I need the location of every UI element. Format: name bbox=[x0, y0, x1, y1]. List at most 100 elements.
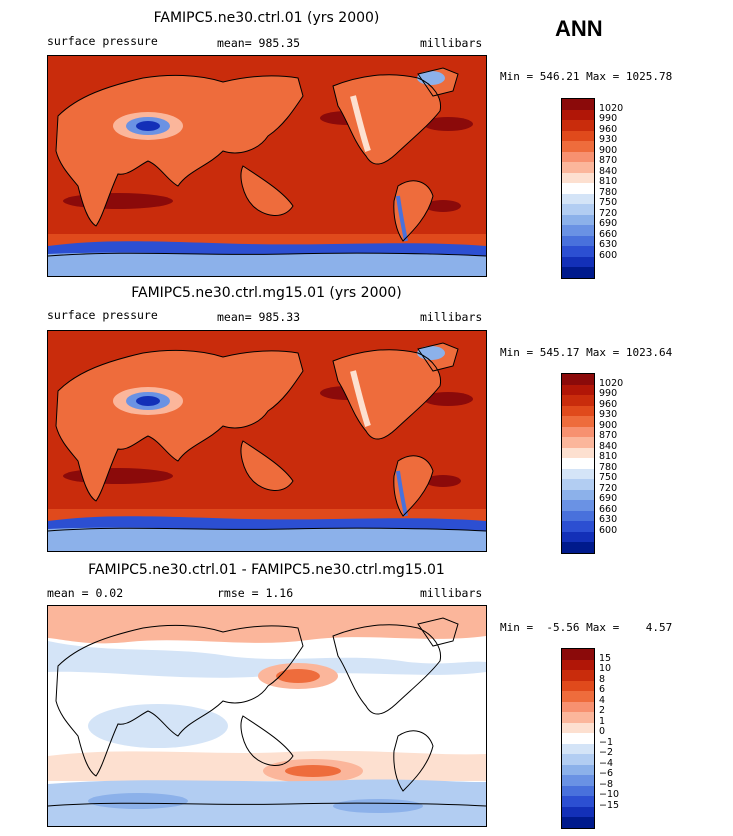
coastline bbox=[240, 165, 294, 216]
colorbar-swatch bbox=[562, 479, 594, 490]
colorbar-swatch bbox=[562, 691, 594, 702]
positive-anomaly-band bbox=[48, 750, 486, 781]
high-pressure-cell bbox=[425, 200, 461, 212]
colorbar-tick-label: 990 bbox=[599, 388, 618, 399]
coastline bbox=[55, 624, 304, 777]
colorbar-swatch bbox=[562, 235, 594, 246]
panel-1-title: FAMIPC5.ne30.ctrl.01 (yrs 2000) bbox=[153, 10, 380, 26]
high-pressure-cell bbox=[63, 468, 173, 484]
colorbar-swatch bbox=[562, 775, 594, 786]
colorbar-tick-label: 750 bbox=[599, 472, 618, 483]
tibetan-plateau-core bbox=[136, 121, 160, 131]
negative-anomaly-cell bbox=[88, 793, 188, 809]
colorbar-swatch bbox=[562, 785, 594, 796]
colorbar-swatches bbox=[561, 373, 595, 554]
colorbar-swatches bbox=[561, 648, 595, 829]
colorbar-swatch bbox=[562, 172, 594, 183]
colorbar-tick-label: 4 bbox=[599, 694, 606, 706]
panel-3-title: FAMIPC5.ne30.ctrl.01 - FAMIPC5.ne30.ctrl… bbox=[88, 562, 445, 578]
coastline bbox=[332, 624, 442, 715]
land-field bbox=[333, 349, 441, 440]
panel-3-map bbox=[47, 605, 487, 827]
colorbar-tick-label: 630 bbox=[599, 239, 618, 250]
panel-3-minmax: Min = -5.56 Max = 4.57 bbox=[500, 621, 673, 634]
colorbar-tick-label: 6 bbox=[599, 684, 606, 695]
colorbar-tick-label: 660 bbox=[599, 228, 618, 240]
colorbar-swatch bbox=[562, 743, 594, 754]
panel-2-colorbar: 1020 990 960 930 900 870 840 810 780 750 720 690 660… bbox=[561, 373, 623, 554]
andes-mountains bbox=[396, 195, 408, 242]
colorbar-swatch bbox=[562, 447, 594, 458]
colorbar-tick-label: 870 bbox=[599, 430, 618, 441]
land-field bbox=[333, 74, 441, 165]
colorbar-tick-label: 750 bbox=[599, 197, 618, 208]
colorbar-swatch bbox=[562, 130, 594, 141]
colorbar-tick-label: 0 bbox=[599, 726, 606, 737]
panel-1-colorbar: 1020 990 960 930 900 870 840 810 780 750 720 690 660… bbox=[561, 98, 623, 279]
coastline bbox=[417, 342, 459, 372]
positive-anomaly-core bbox=[285, 765, 341, 777]
panel-3-colorbar: 15 10 8 6 4 2 1 0 −1 −2 −4 −6 −8 −10 −15 bbox=[561, 648, 619, 829]
colorbar-swatch bbox=[562, 659, 594, 670]
antarctica-interior bbox=[48, 252, 486, 276]
colorbar-swatch bbox=[562, 99, 594, 110]
colorbar-tick-label: 2 bbox=[599, 705, 606, 716]
colorbar-swatch bbox=[562, 214, 594, 225]
colorbar-swatch bbox=[562, 162, 594, 173]
colorbar-swatch bbox=[562, 680, 594, 691]
colorbar-swatch bbox=[562, 521, 594, 532]
coastline bbox=[240, 440, 294, 491]
colorbar-swatch bbox=[562, 712, 594, 723]
panel-2-variable-label: surface pressure bbox=[47, 308, 158, 322]
colorbar-tick-label: 1020 bbox=[599, 102, 624, 114]
colorbar-swatch bbox=[562, 649, 594, 660]
panel-1-units: millibars bbox=[420, 36, 483, 50]
colorbar-swatch bbox=[562, 764, 594, 775]
colorbar-tick-label: 780 bbox=[599, 186, 618, 198]
panel-3-rmse-label: rmse = 1.16 bbox=[217, 586, 294, 600]
panel-1-mean-label: mean= 985.35 bbox=[217, 36, 301, 50]
colorbar-swatch bbox=[562, 193, 594, 204]
coastline bbox=[55, 74, 304, 227]
colorbar-tick-label: 10 bbox=[599, 663, 612, 674]
negative-anomaly-band bbox=[48, 641, 486, 678]
colorbar-swatch bbox=[562, 458, 594, 469]
panel-1-variable-label: surface pressure bbox=[47, 34, 158, 48]
colorbar-tick-label: 840 bbox=[599, 165, 618, 177]
high-pressure-cell bbox=[63, 193, 173, 209]
colorbar-swatch bbox=[562, 722, 594, 733]
negative-anomaly-cell bbox=[333, 799, 423, 813]
positive-anomaly-band bbox=[48, 606, 486, 644]
colorbar-tick-label: 810 bbox=[599, 451, 618, 462]
colorbar-tick-label: 720 bbox=[599, 482, 618, 494]
colorbar-tick-label: 660 bbox=[599, 503, 618, 515]
colorbar-tick-label: 690 bbox=[599, 493, 618, 504]
andes-mountains bbox=[396, 470, 408, 517]
colorbar-swatch bbox=[562, 733, 594, 744]
colorbar-tick-label: 15 bbox=[599, 652, 612, 664]
panel-2-minmax: Min = 545.17 Max = 1023.64 bbox=[500, 346, 673, 359]
antarctic-coastline bbox=[48, 527, 486, 532]
panel-3-mean-label: mean = 0.02 bbox=[47, 586, 124, 600]
coastline bbox=[240, 715, 294, 766]
colorbar-tick-label: 8 bbox=[599, 673, 606, 685]
colorbar-swatch bbox=[562, 670, 594, 681]
coastline bbox=[417, 617, 459, 647]
colorbar-swatch bbox=[562, 267, 594, 278]
colorbar-swatch bbox=[562, 246, 594, 257]
colorbar-swatch bbox=[562, 489, 594, 500]
colorbar-swatch bbox=[562, 374, 594, 385]
coastline bbox=[332, 349, 442, 440]
colorbar-swatch bbox=[562, 405, 594, 416]
negative-anomaly-cell bbox=[88, 704, 228, 748]
colorbar-tick-label: 690 bbox=[599, 218, 618, 229]
coastline bbox=[393, 730, 434, 792]
colorbar-swatch bbox=[562, 256, 594, 267]
colorbar-swatch bbox=[562, 384, 594, 395]
high-pressure-cell bbox=[423, 392, 473, 406]
colorbar-tick-label: 960 bbox=[599, 123, 618, 135]
colorbar-swatches bbox=[561, 98, 595, 279]
panel-1-map bbox=[47, 55, 487, 277]
colorbar-tick-label: 960 bbox=[599, 398, 618, 410]
colorbar-tick-label: 900 bbox=[599, 144, 618, 156]
